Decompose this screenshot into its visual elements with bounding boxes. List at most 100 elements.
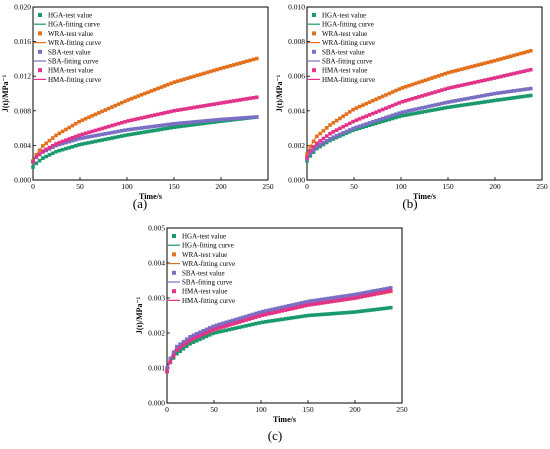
data-point xyxy=(227,323,232,327)
data-point xyxy=(328,131,332,136)
data-point xyxy=(110,136,114,140)
data-point xyxy=(482,78,487,83)
data-point xyxy=(139,92,144,97)
data-point xyxy=(90,129,95,134)
data-point xyxy=(306,303,311,307)
data-point xyxy=(175,351,179,356)
data-point xyxy=(175,79,180,83)
data-point xyxy=(367,121,372,125)
data-point xyxy=(326,300,331,304)
data-point xyxy=(67,125,71,130)
legend-marker-wra xyxy=(172,252,176,257)
data-point xyxy=(466,102,471,107)
data-point xyxy=(97,138,101,143)
data-point xyxy=(136,131,141,135)
legend-marker-hga xyxy=(38,13,42,17)
data-point xyxy=(394,102,398,107)
data-point xyxy=(169,125,173,130)
data-point xyxy=(80,132,85,137)
data-point xyxy=(472,101,477,106)
legend-label-test: WRA-test value xyxy=(48,30,93,38)
y-tick-label: 0.020 xyxy=(14,3,31,12)
data-point xyxy=(300,301,304,305)
data-point xyxy=(267,308,271,313)
data-point xyxy=(70,135,75,140)
data-point xyxy=(385,286,390,291)
data-point xyxy=(277,318,281,322)
data-point xyxy=(87,115,91,120)
data-point xyxy=(394,112,398,117)
data-point xyxy=(313,313,317,317)
data-point xyxy=(359,309,363,314)
data-point xyxy=(198,72,203,77)
data-point xyxy=(143,91,147,96)
data-point xyxy=(499,90,503,95)
data-point xyxy=(380,107,385,112)
data-point xyxy=(77,136,81,141)
data-point xyxy=(372,292,377,296)
data-point xyxy=(300,304,304,309)
data-point xyxy=(192,120,197,124)
data-point xyxy=(505,96,510,101)
data-point xyxy=(227,319,232,324)
data-point xyxy=(248,58,252,63)
x-tick-label: 100 xyxy=(121,182,133,191)
data-point xyxy=(244,318,248,322)
data-point xyxy=(342,294,347,298)
data-point xyxy=(453,99,457,103)
data-point xyxy=(202,119,206,123)
data-point xyxy=(152,128,157,133)
y-tick-label: 0.010 xyxy=(288,3,305,12)
data-point xyxy=(182,107,187,111)
data-point xyxy=(361,103,365,107)
data-point xyxy=(129,118,134,122)
data-point xyxy=(251,57,256,62)
data-point xyxy=(305,152,309,156)
data-point xyxy=(453,104,457,109)
data-point xyxy=(443,71,447,76)
data-point xyxy=(417,110,421,115)
data-point xyxy=(321,128,326,133)
data-point xyxy=(178,349,182,353)
data-point xyxy=(417,95,421,99)
data-point xyxy=(356,292,360,296)
data-point xyxy=(126,127,131,132)
x-tick-label: 150 xyxy=(442,182,454,191)
data-point xyxy=(244,324,248,328)
data-point xyxy=(463,82,467,87)
data-point xyxy=(273,306,278,311)
data-point xyxy=(382,290,386,294)
data-point xyxy=(390,103,395,108)
data-point xyxy=(212,102,216,106)
data-point xyxy=(466,96,471,101)
data-point xyxy=(509,72,513,77)
legend-label-fit: HMA-fitting curve xyxy=(322,76,375,84)
data-point xyxy=(100,126,104,131)
data-point xyxy=(188,335,192,339)
data-point xyxy=(280,305,284,310)
data-point xyxy=(192,105,197,110)
data-point xyxy=(446,86,451,91)
data-point xyxy=(149,89,154,93)
data-point xyxy=(300,314,304,319)
data-point xyxy=(159,111,164,116)
data-point xyxy=(240,319,245,323)
data-point xyxy=(315,141,319,146)
data-point xyxy=(234,321,238,325)
data-point xyxy=(449,85,454,90)
data-point xyxy=(217,322,222,327)
data-point xyxy=(367,123,372,128)
data-point xyxy=(308,148,313,153)
data-point xyxy=(179,78,183,82)
data-point xyxy=(254,56,259,61)
data-point xyxy=(519,51,523,56)
data-point xyxy=(248,115,252,120)
data-point xyxy=(512,71,517,76)
data-point xyxy=(403,98,408,103)
data-point xyxy=(379,307,383,311)
data-point xyxy=(67,139,71,144)
legend-label-fit: SBA-fitting curve xyxy=(322,58,372,66)
legend-label-test: HMA-test value xyxy=(182,288,227,296)
data-point xyxy=(60,141,65,146)
